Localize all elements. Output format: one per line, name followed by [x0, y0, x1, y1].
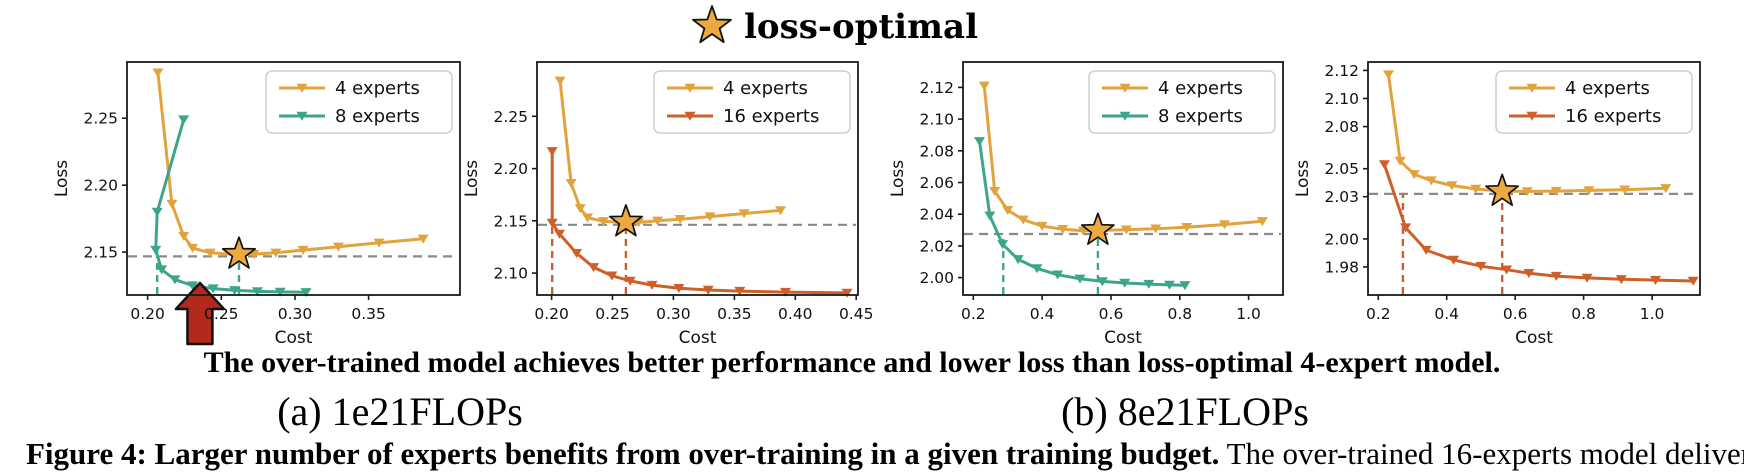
- x-tick-label: 0.4: [1030, 305, 1055, 323]
- figure-caption-clipped: Figure 4: Larger number of experts benef…: [26, 436, 1744, 472]
- subcaption-a: (a) 1e21FLOPs: [277, 389, 523, 434]
- x-tick-label: 0.35: [351, 305, 386, 323]
- axes-frame: [126, 61, 461, 296]
- axes-frame: [962, 61, 1284, 296]
- legend-label: 16 experts: [723, 106, 819, 127]
- x-tick-label: 0.40: [778, 305, 813, 323]
- subplot-panel-b-4-vs-16: 0.2 0.4 0.6 0.8 1.0 1.98 2.00 2.03 2.05 2.08 2.10 2…: [1293, 61, 1701, 348]
- legend-triangle-marker-icon: [684, 83, 696, 93]
- legend-label: 4 experts: [335, 78, 420, 99]
- subplot-panel-a-4-vs-8: 0.20 0.25 0.30 0.35 2.15 2.20 2.25 Cost Loss 4 ex…: [52, 61, 461, 348]
- y-tick-label: 2.20: [83, 177, 118, 195]
- legend-label: 16 experts: [1565, 106, 1661, 127]
- y-tick-label: 2.12: [919, 79, 954, 97]
- legend-triangle-marker-icon: [684, 111, 696, 121]
- y-tick-label: 2.10: [1324, 90, 1359, 108]
- legend: 4 experts 8 experts: [265, 70, 453, 134]
- markers-8-experts: [150, 115, 312, 298]
- x-tick-label: 0.20: [534, 305, 569, 323]
- x-tick-label: 1.0: [1640, 305, 1665, 323]
- takeaway-message: The over-trained model achieves better p…: [203, 346, 1501, 379]
- x-tick-label: 0.25: [204, 305, 239, 323]
- x-tick-label: 0.30: [656, 305, 691, 323]
- y-tick-label: 2.25: [83, 110, 118, 128]
- x-tick-label: 1.0: [1236, 305, 1261, 323]
- x-tick-label: 0.2: [1366, 305, 1391, 323]
- x-axis-label: Cost: [275, 328, 313, 348]
- legend-label: 8 experts: [1158, 106, 1243, 127]
- x-axis-label: Cost: [1515, 328, 1553, 348]
- legend: 4 experts 16 experts: [653, 70, 851, 134]
- y-tick-label: 2.05: [1324, 160, 1359, 178]
- y-tick-label: 2.15: [493, 212, 528, 230]
- y-tick-label: 2.06: [919, 174, 954, 192]
- legend-triangle-marker-icon: [1526, 111, 1538, 121]
- y-tick-label: 2.15: [83, 244, 118, 262]
- y-tick-label: 2.08: [919, 142, 954, 160]
- x-tick-label: 0.6: [1503, 305, 1528, 323]
- y-tick-label: 2.10: [493, 265, 528, 283]
- subplot-panel-a-4-vs-16: 0.20 0.25 0.30 0.35 0.40 0.45 2.10 2.15 2.20 2.25…: [462, 61, 874, 348]
- y-axis-label: Loss: [1293, 160, 1313, 197]
- y-tick-label: 2.08: [1324, 118, 1359, 136]
- x-tick-label: 0.8: [1167, 305, 1192, 323]
- subplot-panel-b-4-vs-8: 0.2 0.4 0.6 0.8 1.0 2.00 2.02 2.04 2.06 2.08 2.10 2…: [888, 61, 1284, 348]
- loss-optimal-star-icon: [1485, 173, 1520, 207]
- markers-16-experts: [546, 147, 853, 298]
- x-tick-label: 0.30: [278, 305, 313, 323]
- y-tick-label: 1.98: [1324, 258, 1359, 276]
- legend-label: 4 experts: [723, 78, 808, 99]
- axes-frame: [1367, 61, 1701, 296]
- over-training-arrow-icon: [174, 281, 226, 346]
- line-8-experts: [978, 139, 1187, 287]
- x-tick-label: 0.20: [130, 305, 165, 323]
- figure-canvas: 0.20 0.25 0.30 0.35 2.15 2.20 2.25 Cost Loss 4 ex…: [52, 5, 1701, 348]
- title-star-icon: [692, 5, 732, 44]
- markers-8-experts: [974, 137, 1191, 291]
- x-tick-label: 0.35: [717, 305, 752, 323]
- x-axis-label: Cost: [1104, 328, 1142, 348]
- x-tick-label: 0.25: [595, 305, 630, 323]
- legend-triangle-marker-icon: [296, 111, 308, 121]
- y-tick-label: 2.00: [919, 269, 954, 287]
- loss-optimal-star-icon: [1080, 212, 1115, 245]
- paper-figure-page: { "figure": { "top_legend": { "icon": "s…: [26, 5, 1744, 471]
- loss-optimal-star-icon: [221, 236, 257, 269]
- title-loss-optimal-label: loss-optimal: [744, 7, 978, 47]
- x-axis-label: Cost: [679, 328, 717, 348]
- legend: 4 experts 8 experts: [1088, 70, 1276, 134]
- y-tick-label: 2.04: [919, 206, 954, 224]
- x-tick-label: 0.4: [1434, 305, 1459, 323]
- legend-triangle-marker-icon: [1526, 83, 1538, 93]
- y-tick-label: 2.25: [493, 108, 528, 126]
- legend-label: 4 experts: [1565, 78, 1650, 99]
- y-axis-label: Loss: [888, 160, 908, 197]
- loss-optimal-star-icon: [608, 204, 643, 237]
- legend-triangle-marker-icon: [1119, 83, 1131, 93]
- legend-label: 4 experts: [1158, 78, 1243, 99]
- legend-triangle-marker-icon: [296, 83, 308, 93]
- x-tick-label: 0.2: [961, 305, 986, 323]
- line-16-experts: [550, 149, 849, 295]
- y-axis-label: Loss: [462, 160, 482, 197]
- legend-label: 8 experts: [335, 106, 420, 127]
- subcaption-b: (b) 8e21FLOPs: [1061, 389, 1309, 434]
- legend: 4 experts 16 experts: [1495, 70, 1693, 134]
- y-axis-label: Loss: [52, 160, 72, 197]
- x-tick-label: 0.45: [839, 305, 874, 323]
- y-tick-label: 2.00: [1324, 230, 1359, 248]
- y-tick-label: 2.03: [1324, 188, 1359, 206]
- legend-triangle-marker-icon: [1119, 111, 1131, 121]
- x-tick-label: 0.8: [1571, 305, 1596, 323]
- y-tick-label: 2.12: [1324, 62, 1359, 80]
- y-tick-label: 2.02: [919, 237, 954, 255]
- x-tick-label: 0.6: [1099, 305, 1124, 323]
- axes-frame: [536, 61, 859, 296]
- y-tick-label: 2.10: [919, 111, 954, 129]
- y-tick-label: 2.20: [493, 160, 528, 178]
